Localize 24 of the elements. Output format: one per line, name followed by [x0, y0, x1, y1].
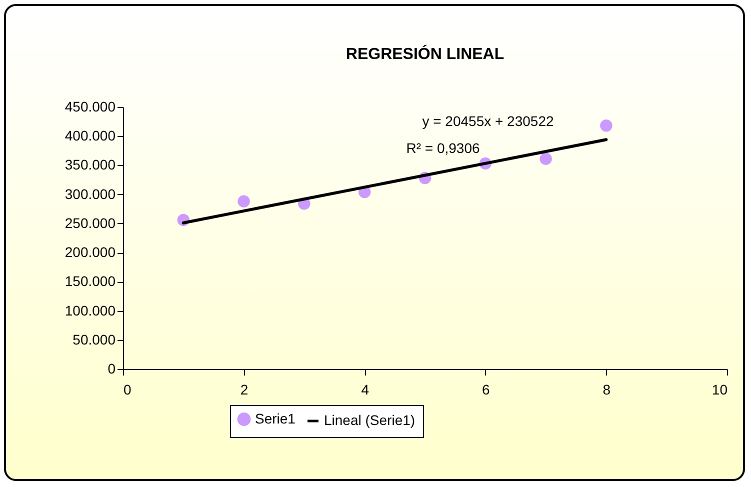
y-tick-label: 200.000: [64, 244, 116, 260]
x-tick-label: 0: [124, 382, 132, 398]
point: [238, 195, 250, 208]
chart-title: REGRESIÓN LINEAL: [346, 44, 504, 63]
annotation: R² = 0,9306: [406, 140, 480, 156]
x-tick-label: 8: [602, 382, 611, 398]
y-tick-label: 0: [108, 360, 116, 376]
y-tick-label: 50.000: [72, 331, 116, 348]
x-tick-label: 10: [712, 382, 728, 398]
y-tick-label: 250.000: [64, 214, 116, 231]
legend-label: Lineal (Serie1): [324, 412, 416, 428]
point: [540, 152, 552, 165]
legend-label: Serie1: [255, 410, 296, 426]
x-tick-label: 6: [482, 382, 490, 398]
y-tick-label: 450.000: [64, 98, 116, 114]
x-tick-label: 2: [240, 382, 248, 398]
x-tick-label: 4: [361, 382, 370, 398]
annotation: y = 20455x + 230522: [422, 113, 554, 129]
y-tick-label: 100.000: [64, 302, 116, 318]
y-tick-label: 150.000: [64, 273, 116, 290]
y-tick-label: 350.000: [64, 156, 116, 173]
y-tick-label: 300.000: [64, 186, 116, 202]
point: [600, 120, 612, 132]
y-tick-label: 400.000: [64, 128, 116, 144]
